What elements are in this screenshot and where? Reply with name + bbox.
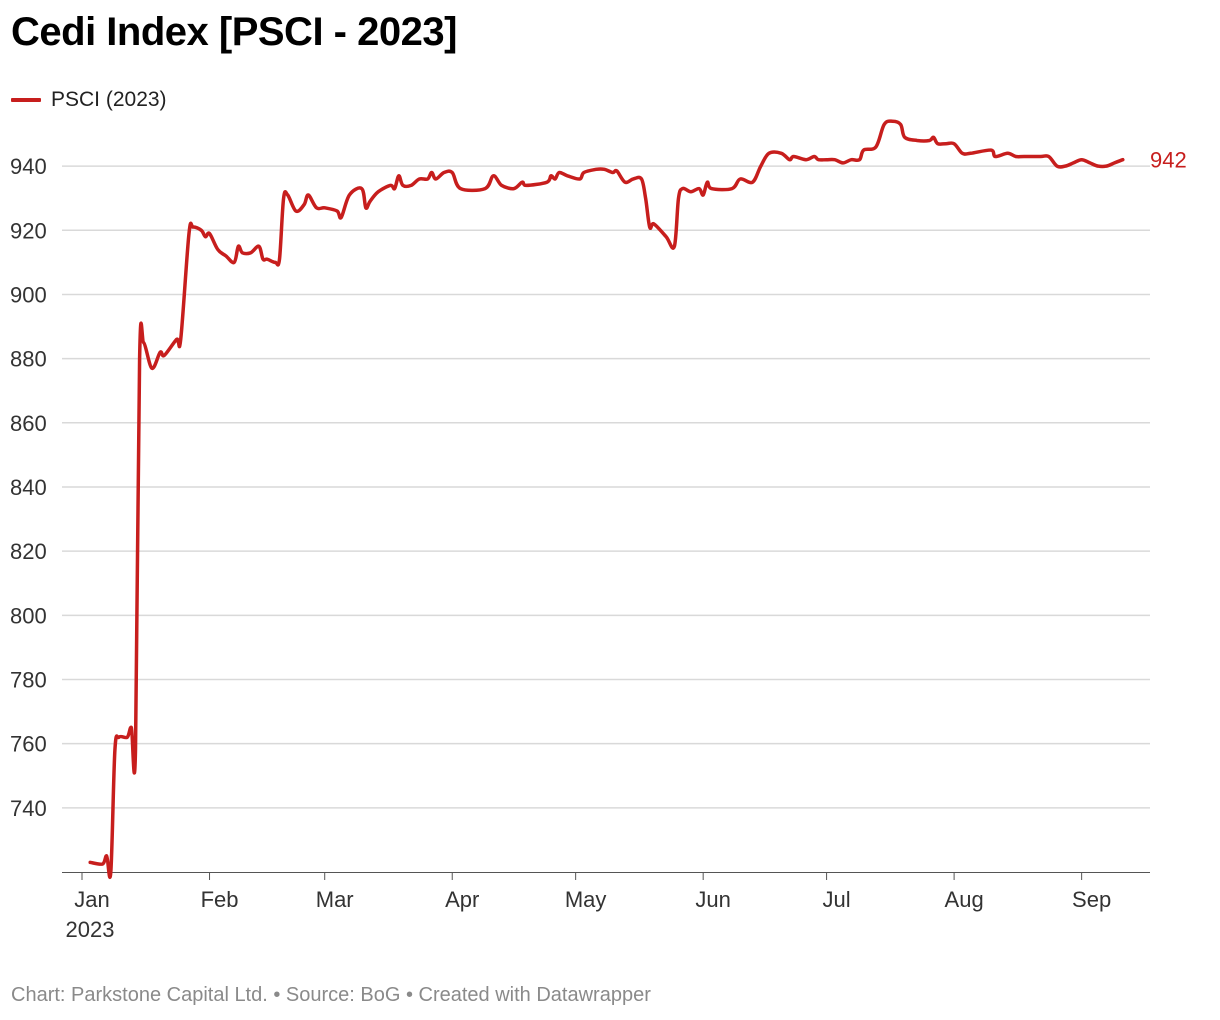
x-tick-label-mar: Mar: [316, 887, 354, 912]
series-line-psci: [88, 119, 1125, 879]
chart-footer: Chart: Parkstone Capital Ltd. • Source: …: [11, 984, 651, 1006]
y-tick-label-940: 940: [10, 154, 47, 179]
x-tick-label-sep: Sep: [1072, 887, 1111, 912]
y-tick-label-880: 880: [10, 347, 47, 372]
legend-label: PSCI (2023): [51, 88, 167, 111]
x-tick-label-feb: Feb: [201, 887, 239, 912]
x-tick-label-jul: Jul: [823, 887, 851, 912]
y-tick-label-740: 740: [10, 796, 47, 821]
gridlines: [62, 165, 1150, 873]
y-tick-label-840: 840: [10, 475, 47, 500]
y-tick-label-820: 820: [10, 539, 47, 564]
x-axis-ticks: Jan 2023 Feb Mar Apr May Jun Jul Aug Sep: [66, 872, 1111, 942]
end-value-label: 942: [1150, 148, 1187, 173]
chart-title: Cedi Index [PSCI - 2023]: [11, 10, 457, 54]
y-tick-label-800: 800: [10, 603, 47, 628]
legend-swatch: [11, 98, 41, 102]
legend: PSCI (2023): [11, 88, 167, 112]
x-tick-label-jun: Jun: [695, 887, 730, 912]
x-tick-label-aug: Aug: [945, 887, 984, 912]
x-tick-label-jan: Jan: [74, 887, 109, 912]
series-layer: 942: [88, 119, 1187, 879]
x-tick-label-may: May: [565, 887, 607, 912]
x-tick-label-apr: Apr: [445, 887, 479, 912]
y-tick-label-920: 920: [10, 218, 47, 243]
y-axis-ticks: 740 760 780 800 820 840 860 880 900 920 940: [10, 154, 47, 821]
y-tick-label-860: 860: [10, 411, 47, 436]
y-tick-label-760: 760: [10, 732, 47, 757]
y-tick-label-780: 780: [10, 667, 47, 692]
x-tick-sublabel-year: 2023: [66, 917, 115, 942]
line-chart: 740 760 780 800 820 840 860 880 900 920 940 Jan 202…: [10, 119, 1187, 942]
y-tick-label-900: 900: [10, 282, 47, 307]
